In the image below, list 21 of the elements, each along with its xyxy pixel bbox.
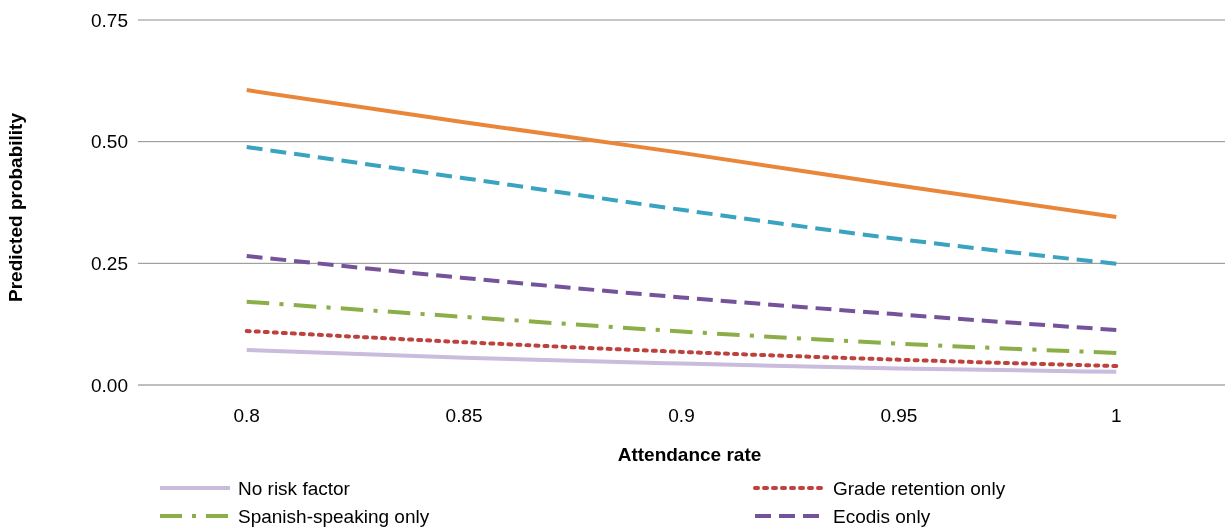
x-tick-label: 0.9 [668, 405, 695, 426]
line-series [244, 299, 1119, 355]
y-tick-label: 0.50 [91, 131, 128, 153]
line-series [244, 145, 1119, 266]
y-axis-title: Predicted probability [5, 112, 26, 302]
legend-label: Ecodis only [833, 505, 931, 527]
y-tick-label: 0.25 [91, 252, 128, 274]
line-series [244, 254, 1119, 333]
legend-label: No risk factor [238, 477, 351, 499]
line-series [244, 347, 1119, 374]
x-tick-label: 0.8 [233, 405, 260, 426]
y-tick-label: 0.00 [91, 374, 128, 396]
legend-label: Grade retention only [833, 477, 1006, 499]
line-series [244, 88, 1119, 220]
x-tick-label: 0.85 [445, 405, 483, 426]
x-axis-title: Attendance rate [617, 444, 762, 465]
line-series [244, 328, 1119, 369]
legend-label: Spanish-speaking only [238, 505, 430, 527]
y-tick-label: 0.75 [91, 9, 128, 31]
x-tick-label: 0.95 [880, 405, 918, 426]
x-tick-label: 1 [1111, 405, 1122, 426]
